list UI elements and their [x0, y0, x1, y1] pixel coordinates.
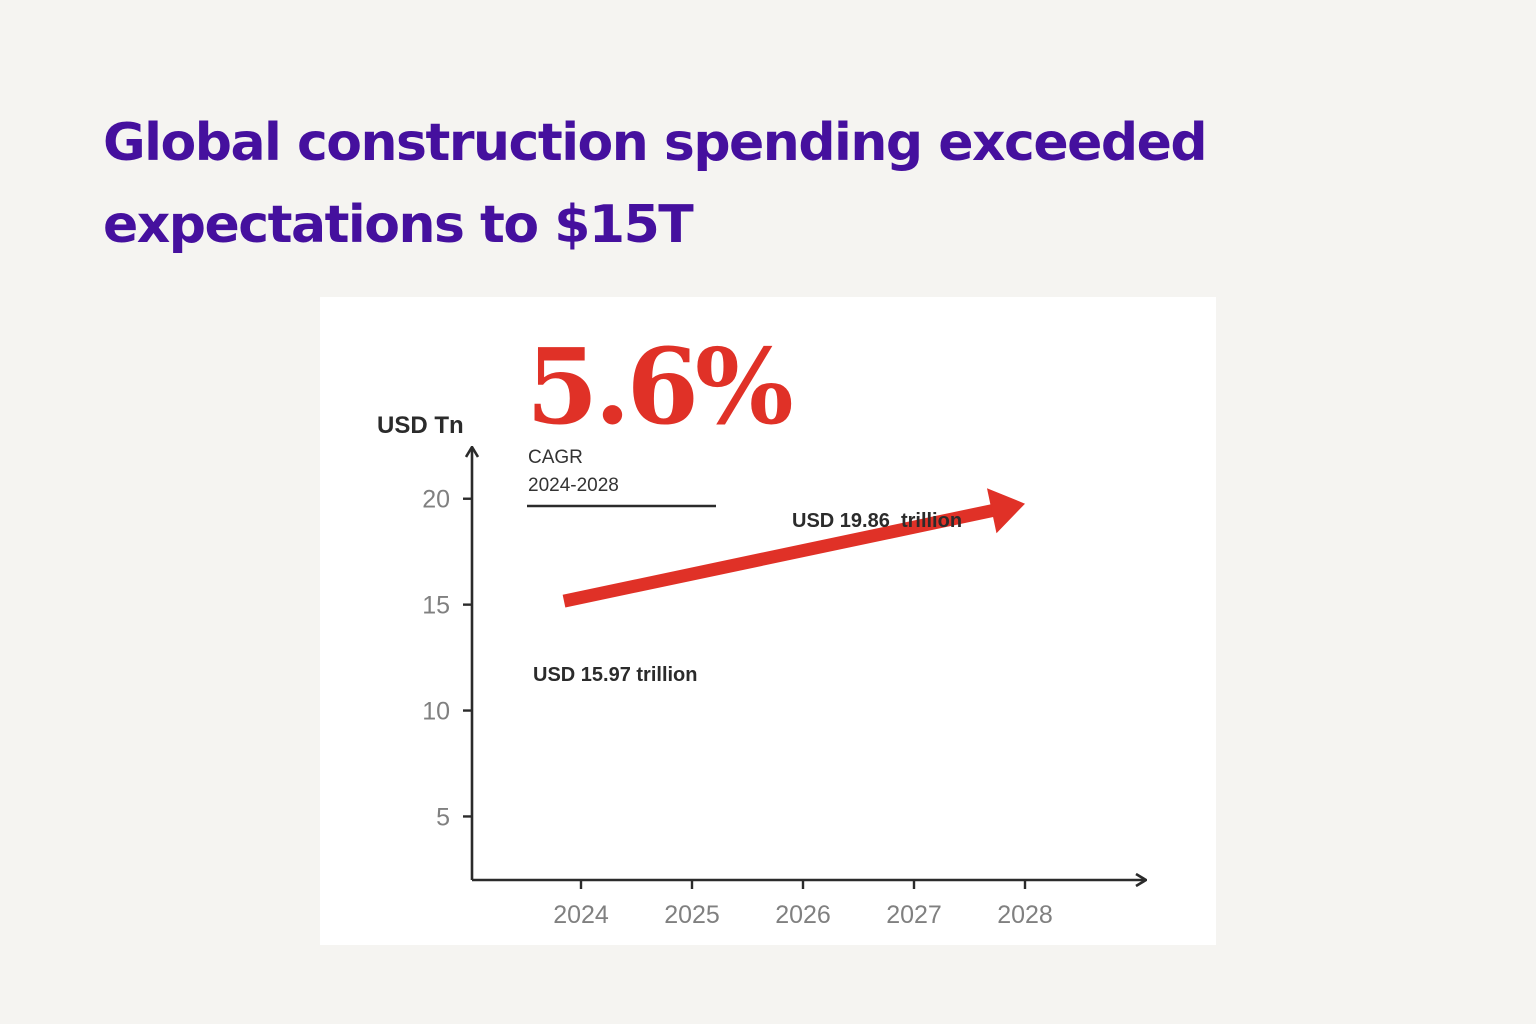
y-tick-label: 15 [422, 592, 450, 620]
x-tick-label: 2026 [775, 901, 831, 929]
y-axis-label: USD Tn [377, 412, 464, 439]
page-headline: Global construction spending exceeded ex… [103, 113, 1208, 255]
y-tick-label: 10 [422, 698, 450, 726]
x-ticks: 2024 2025 2026 2027 2028 [553, 880, 1053, 929]
start-value-label: USD 15.97 trillion [533, 664, 698, 686]
y-tick-label: 20 [422, 486, 450, 514]
x-tick-label: 2024 [553, 901, 609, 929]
chart-card: 5.6% CAGR 2024-2028 USD Tn 5 10 15 20 2024 2… [320, 297, 1216, 945]
series-layer [562, 488, 1025, 608]
cagr-period: 2024-2028 [528, 475, 619, 496]
x-tick-label: 2028 [997, 901, 1053, 929]
end-value-label: USD 19.86 trillion [792, 510, 962, 532]
y-ticks: 5 10 15 20 [422, 486, 472, 831]
growth-arrow-line [562, 503, 996, 608]
cagr-label: CAGR [528, 447, 583, 468]
cagr-value: 5.6% [526, 325, 792, 448]
growth-arrow-head [986, 488, 1025, 534]
y-tick-label: 5 [436, 803, 450, 831]
x-tick-label: 2027 [886, 901, 942, 929]
x-tick-label: 2025 [664, 901, 720, 929]
